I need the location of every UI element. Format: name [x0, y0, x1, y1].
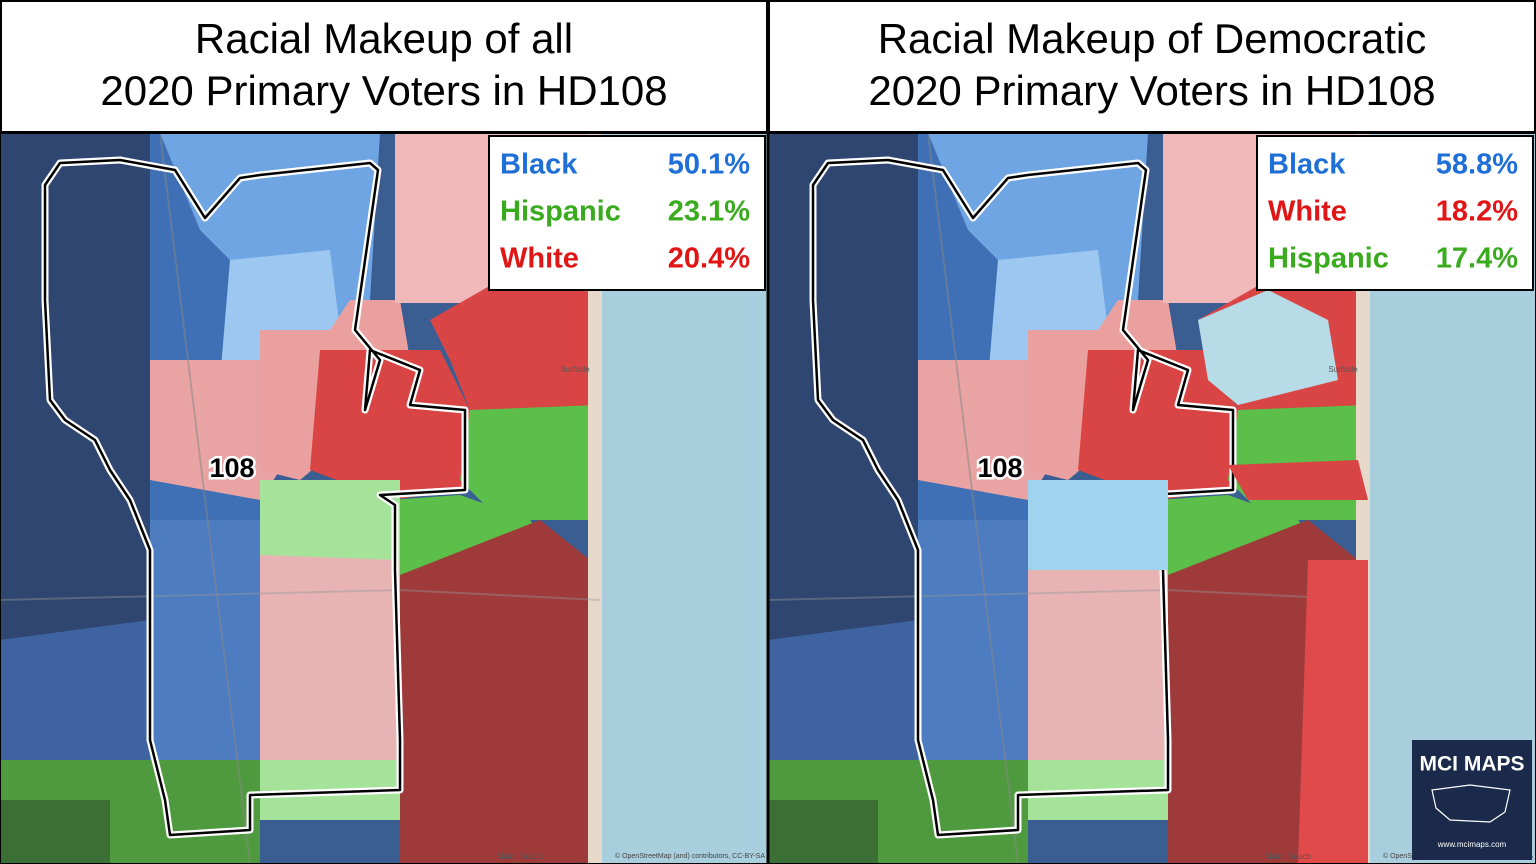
panel-title: 2020 Primary Voters in HD108 [868, 67, 1435, 114]
district-area [1028, 480, 1168, 570]
district-label: 108 [977, 453, 1022, 483]
legend-group: White [1268, 196, 1347, 228]
legend-share: 50.1% [668, 149, 750, 181]
lake-area [1198, 290, 1338, 405]
district-area [1298, 560, 1368, 864]
legend-group: White [500, 243, 579, 275]
place-label: Surfside [1328, 365, 1358, 374]
place-label: Miami Beach [1265, 852, 1311, 861]
legend-group: Black [500, 149, 578, 181]
legend-group: Hispanic [500, 196, 621, 228]
logo-map [1431, 784, 1511, 823]
title-box [768, 0, 1536, 133]
legend-share: 58.8% [1436, 149, 1518, 181]
legend-share: 18.2% [1436, 196, 1518, 228]
legend-box [488, 135, 766, 291]
map-panel: Racial Makeup of all 2020 Primary Voters … [0, 0, 768, 864]
logo-title: MCI MAPS [1420, 753, 1525, 776]
panel-title: Racial Makeup of all [195, 15, 573, 62]
district-label: 108 [209, 453, 254, 483]
legend-share: 20.4% [668, 243, 750, 275]
place-label: Miami Beach [497, 852, 543, 861]
map-panel: Racial Makeup of Democratic 2020 Primary … [768, 0, 1536, 864]
title-box [0, 0, 768, 133]
legend-share: 17.4% [1436, 243, 1518, 275]
legend-share: 23.1% [668, 196, 750, 228]
attribution: © OpenStreetMap (and) contributors, CC-B… [615, 852, 765, 860]
logo: MCI MAPS www.mcimaps.com [1412, 740, 1532, 860]
legend-group: Black [1268, 149, 1346, 181]
legend-group: Hispanic [1268, 243, 1389, 275]
panel-title: Racial Makeup of Democratic [878, 15, 1427, 62]
logo-url: www.mcimaps.com [1437, 840, 1507, 849]
panel-title: 2020 Primary Voters in HD108 [100, 67, 667, 114]
legend-box [1256, 135, 1534, 291]
place-label: Surfside [560, 365, 590, 374]
district-area [1228, 460, 1368, 500]
logo-box [1412, 740, 1532, 860]
